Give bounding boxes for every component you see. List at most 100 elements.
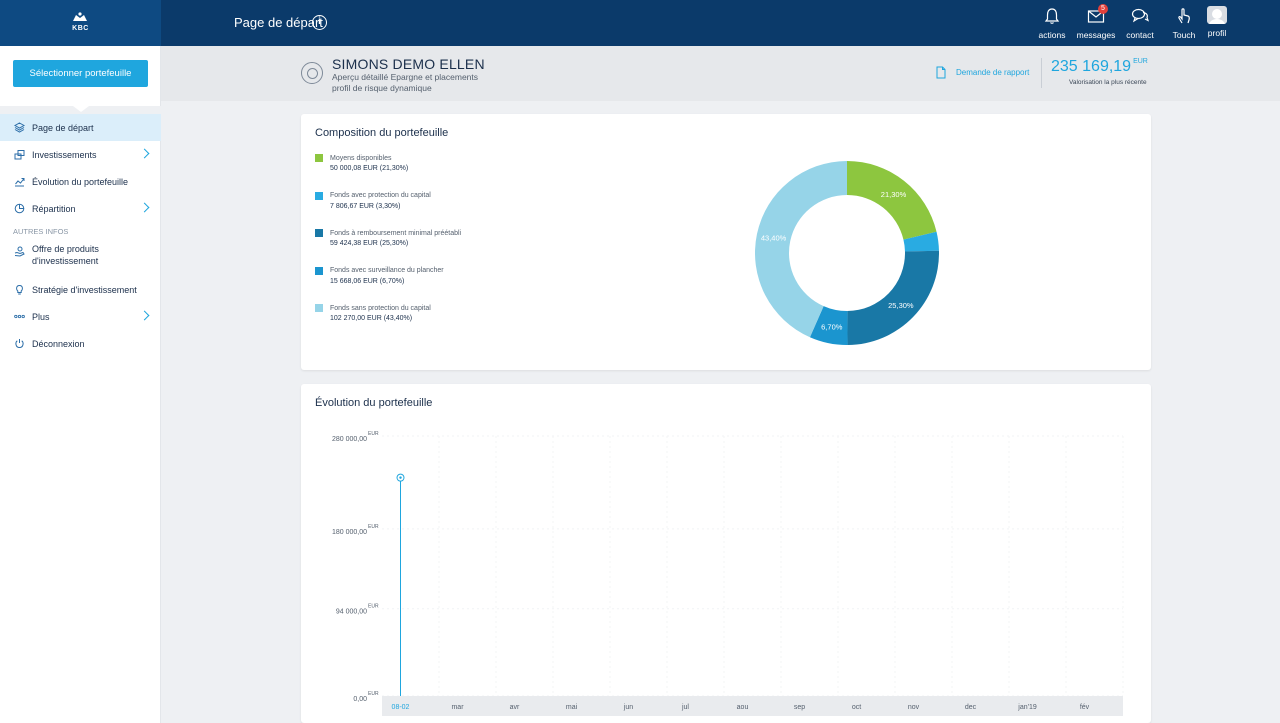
legend-item[interactable]: Moyens disponibles 50 000,08 EUR (21,30%… (315, 154, 461, 192)
sidebar-item-label: Plus (32, 311, 50, 322)
logo-text: KBC (72, 24, 89, 32)
contact-button[interactable]: contact (1118, 6, 1162, 40)
y-tick-label: 180 000,00 (332, 529, 367, 536)
chevron-right-icon (139, 148, 150, 159)
x-tick-label[interactable]: jul (681, 704, 689, 711)
sidebar-item-label: Offre de produits d'investissement (32, 244, 99, 266)
profile-button[interactable]: profil (1206, 6, 1228, 38)
legend-swatch (315, 229, 323, 237)
legend-name: Fonds à remboursement minimal préétabli (330, 229, 462, 237)
dots-icon (14, 311, 25, 322)
sidebar-item-label: Investissements (32, 149, 97, 160)
actions-button[interactable]: actions (1030, 6, 1074, 40)
invest-icon (14, 149, 25, 160)
y-tick-unit: EUR (368, 524, 379, 530)
x-tick-label[interactable]: avr (510, 704, 520, 711)
chevron-right-icon (139, 202, 150, 213)
y-tick-unit: EUR (368, 691, 379, 697)
x-tick-label[interactable]: 08-02 (392, 704, 410, 711)
sidebar-item-strategie[interactable]: Stratégie d'investissement (0, 276, 161, 303)
legend-swatch (315, 266, 323, 275)
sidebar-item-page-de-depart[interactable]: Page de départ (0, 114, 161, 141)
data-point-center (399, 476, 402, 479)
x-tick-label[interactable]: aou (737, 704, 749, 711)
x-tick-label[interactable]: jan'19 (1017, 704, 1037, 711)
sidebar-item-offre-produits[interactable]: Offre de produits d'investissement (0, 240, 161, 276)
sidebar-item-investissements[interactable]: Investissements (0, 141, 161, 168)
legend-value: 15 668,06 EUR (6,70%) (330, 277, 405, 285)
legend-name: Moyens disponibles (330, 154, 392, 162)
messages-badge: 5 (1098, 4, 1108, 14)
top-actions: actions 5 messages contact Touch (1030, 4, 1206, 40)
subtitle-line-1: Aperçu détaillé Epargne et placements (332, 72, 479, 82)
report-link-label: Demande de rapport (956, 68, 1030, 77)
evolution-card: Évolution du portefeuille 280 000,00 EUR 1… (301, 384, 1151, 723)
client-name: SIMONS DEMO ELLEN (332, 56, 485, 72)
evolution-title: Évolution du portefeuille (315, 397, 433, 409)
sidebar-item-label: Évolution du portefeuille (32, 176, 129, 187)
sidebar-divider (0, 106, 161, 114)
total-value: 235 169,19 (1051, 58, 1132, 75)
legend-item[interactable]: Fonds sans protection du capital 102 270… (315, 304, 461, 342)
chevron-right-icon (139, 310, 150, 321)
sidebar-item-label: Répartition (32, 203, 76, 214)
x-tick-label[interactable]: dec (965, 704, 977, 711)
donut-slice[interactable] (847, 250, 939, 345)
subtitle-line-2: profil de risque dynamique (332, 82, 432, 93)
actions-label: actions (1038, 30, 1066, 40)
x-tick-label[interactable]: fév (1080, 704, 1090, 711)
sidebar-item-repartition[interactable]: Répartition (0, 195, 161, 222)
legend-item[interactable]: Fonds avec protection du capital 7 806,6… (315, 191, 461, 230)
sidebar-item-deconnexion[interactable]: Déconnexion (0, 330, 161, 357)
trend-icon (14, 176, 25, 187)
legend-item[interactable]: Fonds avec surveillance du plancher 15 6… (315, 266, 461, 305)
legend-name: Fonds avec surveillance du plancher (330, 267, 444, 274)
sidebar-nav: Page de départ Investissements Évolution… (0, 114, 161, 357)
x-tick-label[interactable]: oct (852, 704, 861, 711)
x-tick-label[interactable]: sep (794, 704, 805, 711)
sidebar-item-plus[interactable]: Plus (0, 303, 161, 330)
sidebar-section-title: AUTRES INFOS (13, 226, 69, 236)
donut-slice-label: 43,40% (761, 234, 787, 243)
hand-coin-icon (14, 246, 25, 257)
sidebar-item-evolution[interactable]: Évolution du portefeuille (0, 168, 161, 195)
composition-title: Composition du portefeuille (315, 127, 449, 139)
y-tick-label: 0,00 (353, 696, 367, 703)
document-icon (936, 66, 946, 79)
y-tick-unit: EUR (368, 431, 379, 437)
touch-icon (1178, 8, 1190, 24)
x-tick-label[interactable]: nov (908, 704, 920, 711)
select-portfolio-button[interactable]: Sélectionner portefeuille (13, 60, 148, 87)
x-tick-label[interactable]: mar (451, 704, 464, 711)
donut-slice[interactable] (755, 161, 847, 338)
contact-label: contact (1126, 30, 1154, 40)
kbc-logo[interactable]: KBC (0, 0, 161, 46)
x-axis-band (382, 696, 1123, 716)
lightbulb-icon (14, 284, 25, 295)
touch-label: Touch (1172, 30, 1196, 40)
donut-slice-label: 25,30% (888, 301, 914, 310)
avatar (1207, 6, 1227, 24)
top-bar: KBC Page de départ i actions 5 messages … (0, 0, 1280, 46)
power-icon (14, 338, 25, 349)
total-currency: EUR (1133, 58, 1148, 65)
chat-icon (1131, 8, 1150, 23)
donut-slice-label: 6,70% (821, 322, 843, 331)
report-request-link[interactable]: Demande de rapport (936, 66, 1029, 79)
touch-button[interactable]: Touch (1162, 6, 1206, 40)
x-tick-label[interactable]: mai (566, 704, 578, 711)
info-icon[interactable]: i (312, 15, 327, 30)
legend-item[interactable]: Fonds à remboursement minimal préétabli … (315, 229, 461, 267)
composition-legend: Moyens disponibles 50 000,08 EUR (21,30%… (315, 154, 461, 342)
legend-swatch (315, 154, 323, 162)
messages-button[interactable]: 5 messages (1074, 4, 1118, 40)
portfolio-header: SIMONS DEMO ELLEN Aperçu détaillé Epargn… (161, 46, 1280, 101)
composition-card: Composition du portefeuille Moyens dispo… (301, 114, 1151, 370)
donut-slice[interactable] (903, 231, 939, 252)
header-divider (1041, 58, 1042, 88)
donut-slice[interactable] (847, 161, 937, 240)
x-tick-label[interactable]: jun (623, 704, 633, 711)
sidebar-item-label: Stratégie d'investissement (32, 284, 137, 295)
bell-icon (1044, 8, 1060, 24)
donut-slice[interactable] (809, 306, 848, 345)
